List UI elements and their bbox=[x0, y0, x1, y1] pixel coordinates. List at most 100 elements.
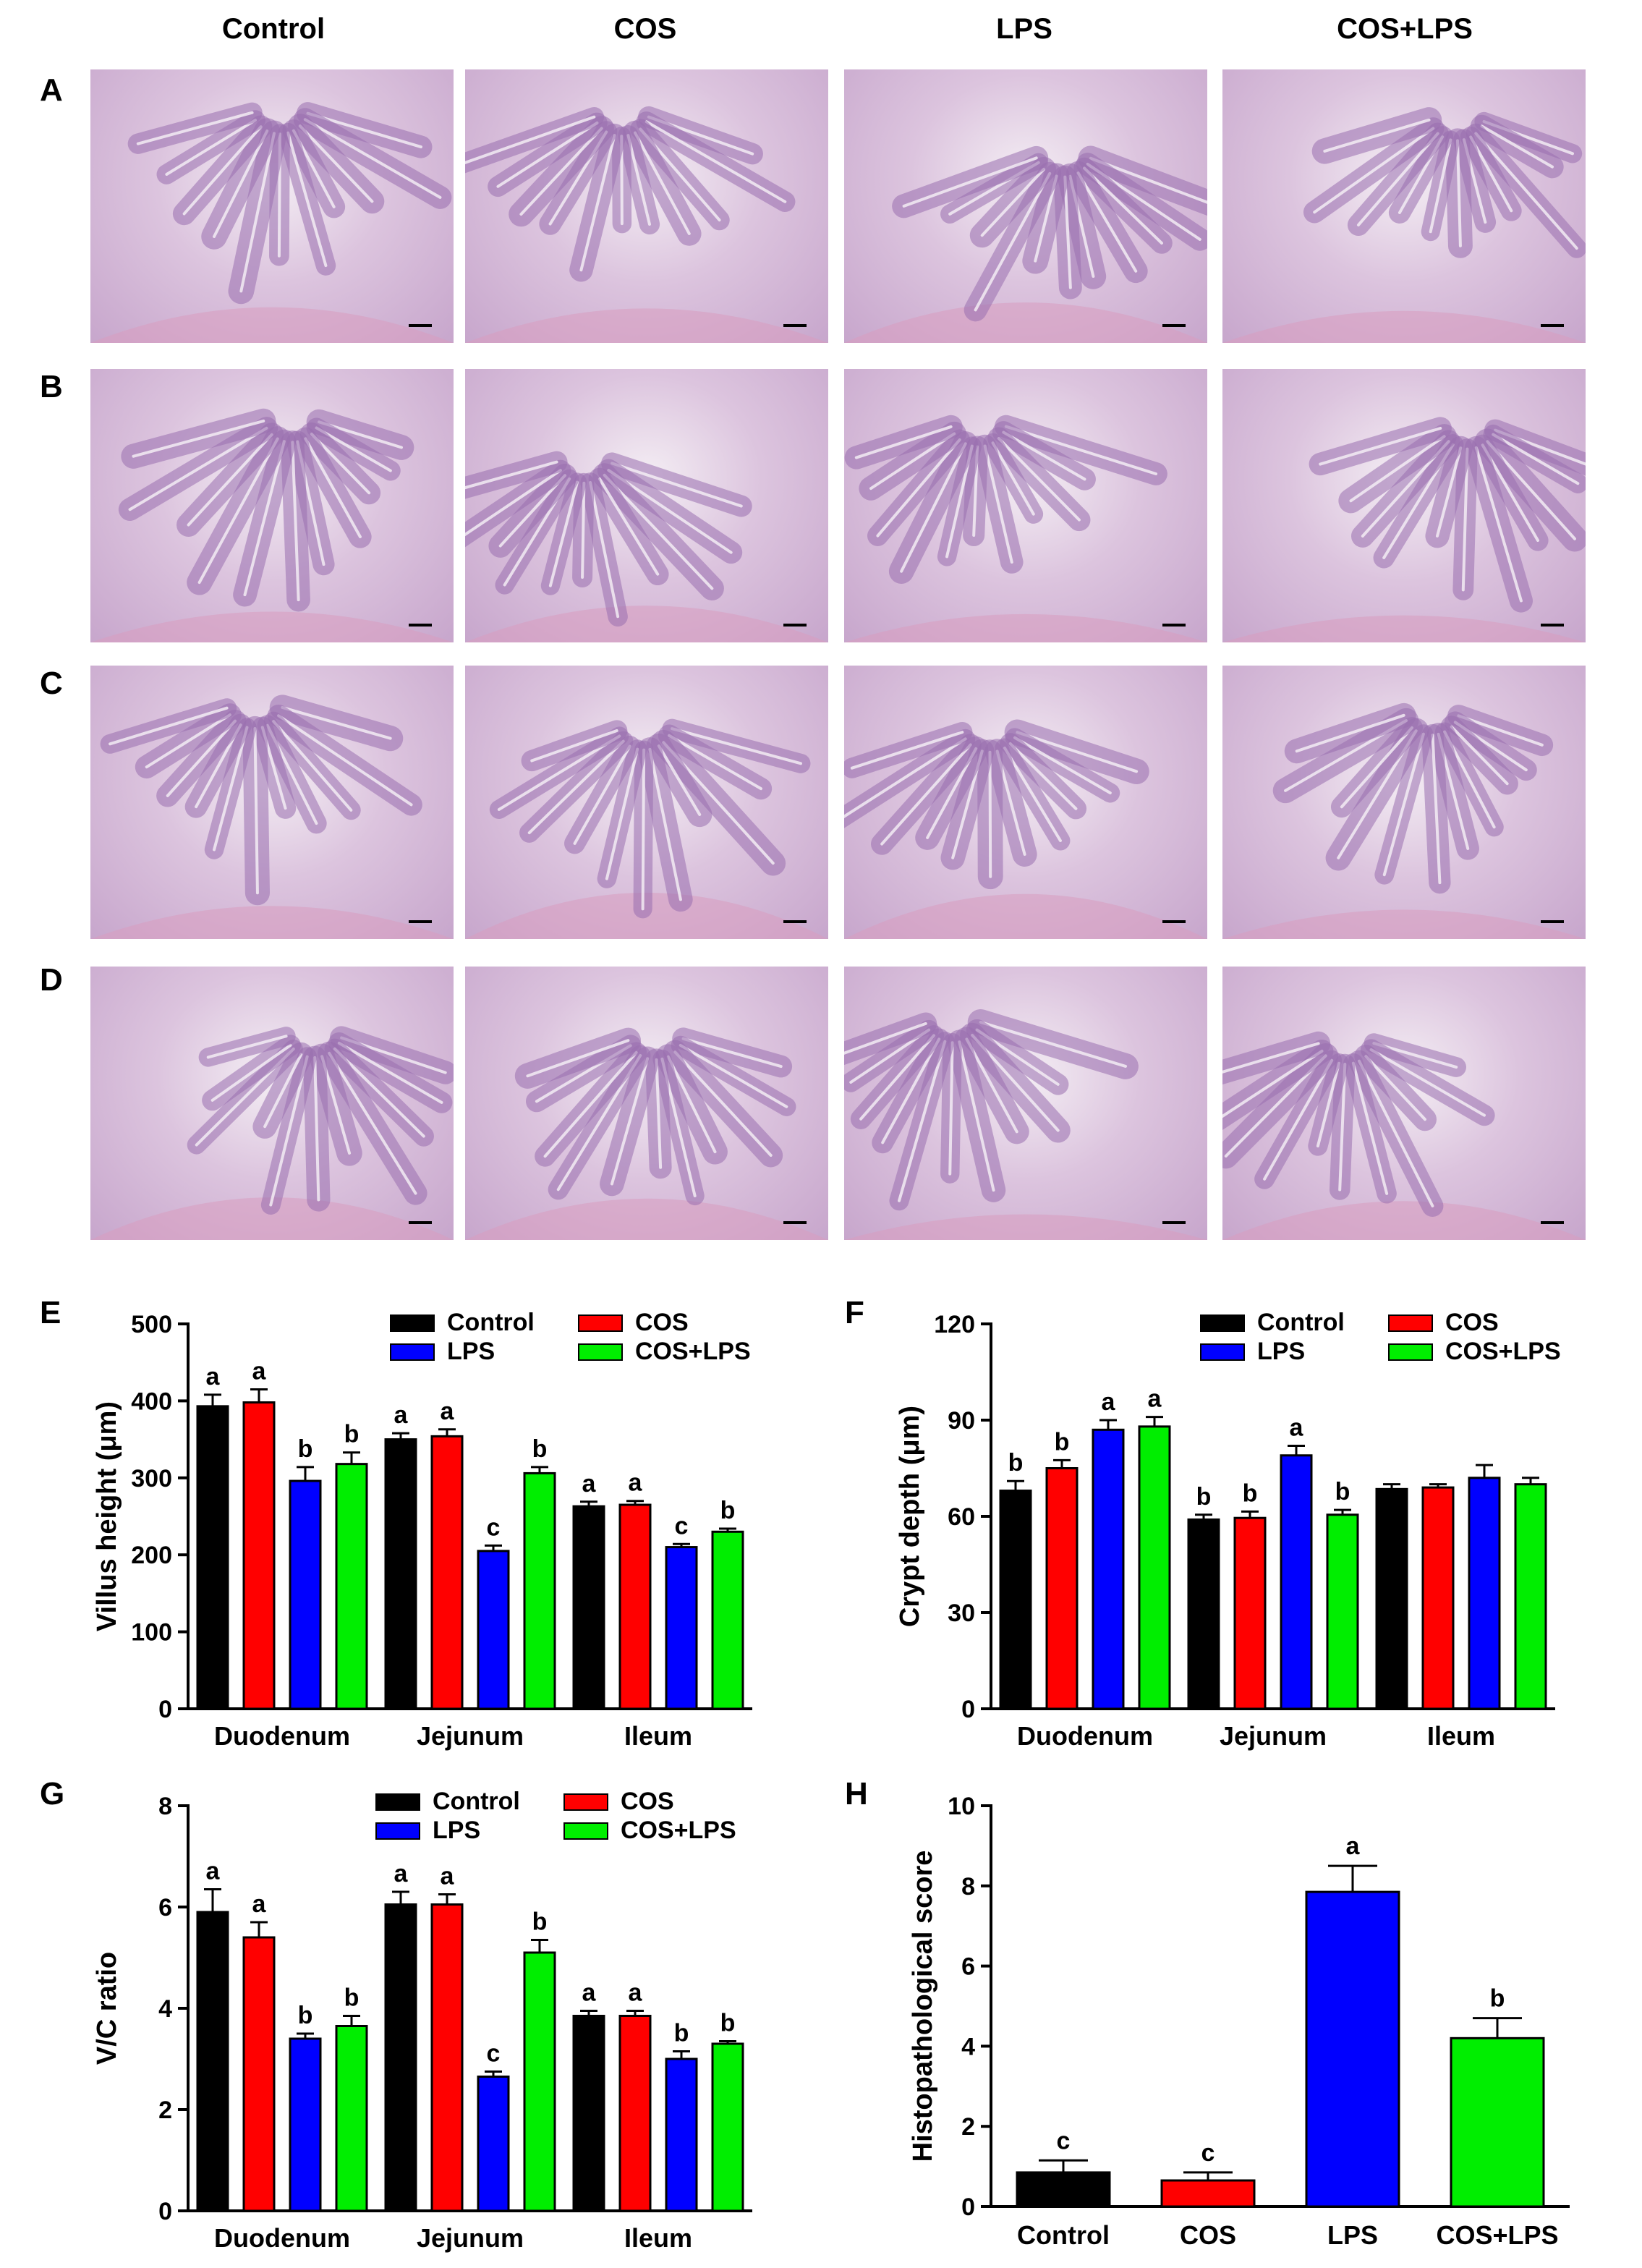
x-category-label: Jejunum bbox=[417, 1721, 524, 1751]
legend-label: COS bbox=[621, 1788, 674, 1815]
bar-cos-lps bbox=[1450, 2036, 1545, 2208]
chart-vc-ratio: 0 2 4 6 8 V/C ratio a a b b Duodenum a a c b Jejunum a a b… bbox=[92, 1788, 752, 2253]
x-category-label: COS+LPS bbox=[1436, 2220, 1558, 2250]
bar-duodenum-control bbox=[999, 1490, 1032, 1710]
significance-letter: b bbox=[298, 2002, 313, 2029]
micrograph-b4 bbox=[1222, 369, 1586, 642]
bar-duodenum-cos bbox=[1045, 1467, 1079, 1710]
significance-letter: b bbox=[1008, 1449, 1024, 1477]
y-tick-label: 300 bbox=[131, 1465, 172, 1492]
x-category-label: LPS bbox=[1327, 2220, 1378, 2250]
y-axis-label: Histopathological score bbox=[908, 1851, 938, 2162]
y-tick-label: 2 bbox=[158, 2097, 172, 2124]
scale-bar bbox=[1162, 1221, 1186, 1224]
scale-bar bbox=[409, 1221, 432, 1224]
bar-duodenum-cos bbox=[242, 1936, 276, 2212]
y-tick-label: 400 bbox=[131, 1388, 172, 1415]
bar-ileum-lps bbox=[665, 1546, 698, 1710]
significance-letter: b bbox=[720, 1497, 736, 1524]
legend-label: Control bbox=[433, 1788, 520, 1815]
panel-letter-e: E bbox=[40, 1295, 61, 1330]
y-tick-label: 8 bbox=[961, 1873, 975, 1900]
micrograph-a4 bbox=[1222, 69, 1586, 343]
legend-swatch bbox=[390, 1314, 435, 1332]
bar-jejunum-control bbox=[384, 1903, 417, 2212]
y-tick-label: 60 bbox=[948, 1503, 975, 1531]
bar-duodenum-cos-lps bbox=[335, 1463, 368, 1710]
bar-ileum-lps bbox=[1468, 1477, 1501, 1710]
y-tick-label: 10 bbox=[948, 1793, 975, 1820]
significance-letter: b bbox=[1196, 1483, 1212, 1511]
legend-swatch bbox=[578, 1314, 623, 1332]
legend-label: LPS bbox=[433, 1817, 480, 1844]
micrograph-b3 bbox=[844, 369, 1207, 642]
column-header-cos-lps: COS+LPS bbox=[1337, 13, 1473, 45]
y-tick-label: 2 bbox=[961, 2113, 975, 2141]
bar-ileum-control bbox=[572, 2015, 605, 2212]
legend-label: COS+LPS bbox=[1445, 1338, 1561, 1365]
bar-jejunum-cos bbox=[1233, 1516, 1267, 1710]
micrograph-a2 bbox=[465, 69, 828, 343]
micrograph-d1 bbox=[90, 967, 454, 1240]
bar-jejunum-lps bbox=[1280, 1454, 1313, 1710]
significance-letter: a bbox=[1290, 1414, 1304, 1441]
y-tick-label: 0 bbox=[158, 1696, 172, 1723]
significance-letter: c bbox=[1057, 2127, 1071, 2154]
x-category-label: Control bbox=[1017, 2220, 1110, 2250]
bar-ileum-cos bbox=[618, 2015, 652, 2212]
y-axis-label: Villus height (μm) bbox=[92, 1401, 122, 1631]
legend-swatch bbox=[1388, 1314, 1433, 1332]
scale-bar bbox=[783, 624, 807, 627]
legend-swatch bbox=[1388, 1343, 1433, 1361]
scale-bar bbox=[1541, 624, 1564, 627]
bar-duodenum-cos bbox=[242, 1401, 276, 1710]
x-category-label: Duodenum bbox=[1017, 1721, 1153, 1751]
significance-letter: a bbox=[629, 1469, 643, 1497]
legend-label: Control bbox=[1257, 1309, 1345, 1336]
bar-duodenum-lps bbox=[289, 2037, 322, 2212]
panel-letter-f: F bbox=[845, 1295, 864, 1330]
significance-letter: a bbox=[1148, 1385, 1162, 1413]
y-tick-label: 8 bbox=[158, 1793, 172, 1820]
legend-label: LPS bbox=[1257, 1338, 1305, 1365]
column-header-lps: LPS bbox=[996, 13, 1052, 45]
bar-duodenum-lps bbox=[289, 1479, 322, 1710]
significance-letter: a bbox=[582, 1470, 597, 1498]
y-tick-label: 200 bbox=[131, 1542, 172, 1569]
x-category-label: Duodenum bbox=[214, 2223, 350, 2253]
bar-jejunum-cos-lps bbox=[523, 1471, 556, 1710]
column-header-cos: COS bbox=[613, 13, 677, 45]
bar-ileum-cos-lps bbox=[711, 2042, 744, 2212]
micrograph-b1 bbox=[90, 369, 454, 642]
scale-bar bbox=[783, 324, 807, 327]
y-tick-label: 0 bbox=[158, 2198, 172, 2225]
bar-duodenum-control bbox=[196, 1911, 229, 2212]
scale-bar bbox=[1162, 624, 1186, 627]
panel-letter-h: H bbox=[845, 1776, 868, 1812]
legend-label: COS bbox=[635, 1309, 689, 1336]
scale-bar bbox=[1541, 920, 1564, 923]
bar-duodenum-lps bbox=[1092, 1428, 1125, 1710]
x-category-label: Ileum bbox=[624, 2223, 692, 2253]
bar-control bbox=[1016, 2171, 1111, 2208]
x-category-label: Jejunum bbox=[417, 2223, 524, 2253]
y-tick-label: 90 bbox=[948, 1407, 975, 1435]
micrograph-d4 bbox=[1222, 967, 1586, 1240]
y-tick-label: 6 bbox=[961, 1953, 975, 1981]
bar-jejunum-lps bbox=[477, 1550, 510, 1710]
x-category-label: Jejunum bbox=[1220, 1721, 1327, 1751]
y-tick-label: 120 bbox=[934, 1311, 975, 1338]
bar-duodenum-control bbox=[196, 1405, 229, 1710]
chart-histopathological-score: 0 2 4 6 8 10 Histopathological score c Control c C… bbox=[908, 1793, 1570, 2250]
x-category-label: Ileum bbox=[1427, 1721, 1495, 1751]
significance-letter: c bbox=[487, 2040, 501, 2068]
bar-ileum-cos-lps bbox=[711, 1530, 744, 1710]
y-tick-label: 6 bbox=[158, 1894, 172, 1921]
bar-jejunum-control bbox=[1187, 1518, 1220, 1710]
legend-label: COS+LPS bbox=[621, 1817, 736, 1844]
legend-swatch bbox=[390, 1343, 435, 1361]
row-label-a: A bbox=[40, 72, 63, 108]
scale-bar bbox=[1162, 920, 1186, 923]
scale-bar bbox=[409, 624, 432, 627]
legend-label: LPS bbox=[447, 1338, 495, 1365]
